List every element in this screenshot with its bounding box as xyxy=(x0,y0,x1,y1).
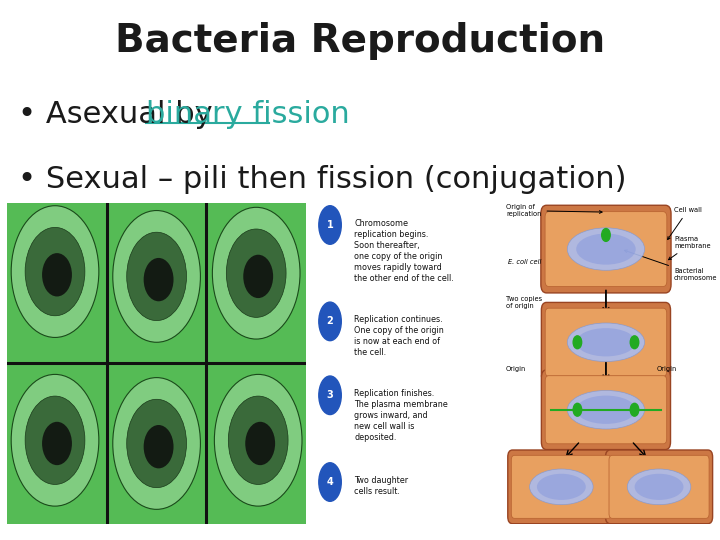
Text: Chromosome
replication begins.
Soon thereafter,
one copy of the origin
moves rap: Chromosome replication begins. Soon ther… xyxy=(354,219,454,283)
Ellipse shape xyxy=(127,399,186,488)
Circle shape xyxy=(630,336,639,349)
Text: Two daughter
cells result.: Two daughter cells result. xyxy=(354,476,408,496)
Ellipse shape xyxy=(42,422,72,465)
Text: Replication finishes.
The plasma membrane
grows inward, and
new cell wall is
dep: Replication finishes. The plasma membran… xyxy=(354,389,448,442)
Text: 1: 1 xyxy=(327,220,333,230)
FancyBboxPatch shape xyxy=(606,450,713,524)
Ellipse shape xyxy=(530,469,593,505)
Ellipse shape xyxy=(567,228,644,271)
FancyBboxPatch shape xyxy=(511,455,611,518)
Text: • Sexual – pili then fission (conjugation): • Sexual – pili then fission (conjugatio… xyxy=(18,165,626,194)
Ellipse shape xyxy=(576,233,636,265)
Ellipse shape xyxy=(627,469,690,505)
Circle shape xyxy=(319,463,341,501)
Text: E. coli cell: E. coli cell xyxy=(508,259,541,265)
Text: Origin: Origin xyxy=(506,366,526,373)
FancyBboxPatch shape xyxy=(545,308,667,376)
Ellipse shape xyxy=(144,425,174,468)
Ellipse shape xyxy=(25,396,85,484)
Text: Replication continues.
One copy of the origin
is now at each end of
the cell.: Replication continues. One copy of the o… xyxy=(354,315,444,357)
Ellipse shape xyxy=(634,474,683,500)
Text: Plasma
membrane: Plasma membrane xyxy=(669,236,711,260)
Ellipse shape xyxy=(567,390,644,429)
Circle shape xyxy=(319,206,341,244)
Text: Cell wall: Cell wall xyxy=(667,207,702,239)
Ellipse shape xyxy=(576,328,636,356)
Ellipse shape xyxy=(576,396,636,424)
Ellipse shape xyxy=(246,422,275,465)
FancyBboxPatch shape xyxy=(7,202,306,524)
Ellipse shape xyxy=(212,207,300,339)
Ellipse shape xyxy=(144,258,174,301)
Text: 3: 3 xyxy=(327,390,333,400)
Circle shape xyxy=(319,302,341,341)
Text: Two copies
of origin: Two copies of origin xyxy=(506,296,542,309)
Text: 4: 4 xyxy=(327,477,333,487)
Circle shape xyxy=(602,228,610,241)
Ellipse shape xyxy=(127,232,186,321)
Text: 2: 2 xyxy=(327,316,333,326)
Ellipse shape xyxy=(12,206,99,338)
Text: • Asexual by: • Asexual by xyxy=(18,100,222,129)
Ellipse shape xyxy=(42,253,72,296)
Ellipse shape xyxy=(113,377,200,509)
FancyBboxPatch shape xyxy=(609,455,709,518)
Ellipse shape xyxy=(12,374,99,506)
Text: Bacteria Reproduction: Bacteria Reproduction xyxy=(115,22,605,59)
Circle shape xyxy=(319,376,341,415)
Ellipse shape xyxy=(25,227,85,316)
Text: Origin of
replication: Origin of replication xyxy=(506,204,602,217)
FancyBboxPatch shape xyxy=(508,450,615,524)
Ellipse shape xyxy=(113,211,200,342)
Circle shape xyxy=(573,336,582,349)
Ellipse shape xyxy=(537,474,586,500)
Text: Origin: Origin xyxy=(657,366,678,373)
FancyBboxPatch shape xyxy=(541,205,671,293)
Circle shape xyxy=(630,403,639,416)
FancyBboxPatch shape xyxy=(541,302,670,382)
FancyBboxPatch shape xyxy=(545,376,667,444)
Ellipse shape xyxy=(567,323,644,362)
Ellipse shape xyxy=(215,374,302,506)
FancyBboxPatch shape xyxy=(545,212,667,287)
FancyBboxPatch shape xyxy=(541,370,670,450)
Text: binary fission: binary fission xyxy=(146,100,350,129)
Ellipse shape xyxy=(226,229,286,318)
Circle shape xyxy=(573,403,582,416)
Text: Bacterial
chromosome: Bacterial chromosome xyxy=(624,250,717,281)
Ellipse shape xyxy=(228,396,288,484)
Ellipse shape xyxy=(243,255,273,298)
